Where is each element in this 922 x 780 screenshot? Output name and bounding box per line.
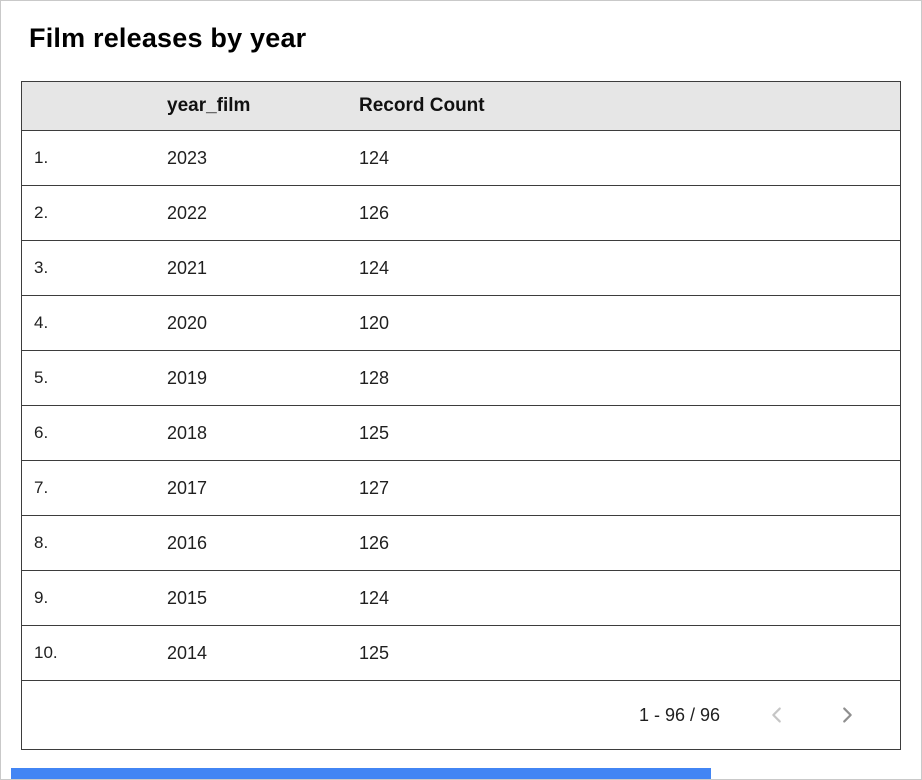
table-row: 3. 2021 124: [22, 240, 900, 296]
row-number: 5.: [22, 350, 167, 406]
table-row: 6. 2018 125: [22, 405, 900, 461]
table-row: 1. 2023 124: [22, 130, 900, 186]
cell-year: 2017: [167, 460, 359, 516]
cell-count: 128: [359, 350, 900, 406]
row-number: 4.: [22, 295, 167, 351]
chevron-left-icon: [766, 704, 788, 726]
cell-year: 2021: [167, 240, 359, 296]
prev-page-button[interactable]: [764, 702, 790, 728]
table-row: 7. 2017 127: [22, 460, 900, 516]
pagination-range-label: 1 - 96 / 96: [638, 704, 720, 725]
chevron-right-icon: [836, 704, 858, 726]
cell-year: 2022: [167, 185, 359, 241]
table-row: 5. 2019 128: [22, 350, 900, 406]
bottom-accent-bar: [11, 768, 711, 779]
cell-year: 2023: [167, 130, 359, 186]
data-table-frame: year_film Record Count 1. 2023 124 2. 20…: [21, 81, 901, 750]
data-table: year_film Record Count 1. 2023 124 2. 20…: [22, 82, 900, 681]
cell-year: 2015: [167, 570, 359, 626]
cell-count: 125: [359, 405, 900, 461]
cell-count: 124: [359, 240, 900, 296]
cell-count: 124: [359, 570, 900, 626]
row-number: 6.: [22, 405, 167, 461]
cell-count: 120: [359, 295, 900, 351]
row-number: 7.: [22, 460, 167, 516]
cell-year: 2020: [167, 295, 359, 351]
table-row: 4. 2020 120: [22, 295, 900, 351]
table-header-row: year_film Record Count: [22, 82, 900, 131]
table-row: 10. 2014 125: [22, 625, 900, 681]
row-number: 1.: [22, 130, 167, 186]
cell-count: 125: [359, 625, 900, 681]
header-row-number: [22, 82, 167, 131]
row-number: 3.: [22, 240, 167, 296]
row-number: 9.: [22, 570, 167, 626]
cell-year: 2014: [167, 625, 359, 681]
header-year-film[interactable]: year_film: [167, 82, 359, 131]
chart-title: Film releases by year: [29, 23, 307, 53]
row-number: 10.: [22, 625, 167, 681]
pagination-bar: 1 - 96 / 96: [22, 681, 900, 749]
header-record-count[interactable]: Record Count: [359, 82, 900, 131]
row-number: 8.: [22, 515, 167, 571]
row-number: 2.: [22, 185, 167, 241]
cell-count: 126: [359, 185, 900, 241]
cell-count: 126: [359, 515, 900, 571]
table-row: 8. 2016 126: [22, 515, 900, 571]
cell-year: 2018: [167, 405, 359, 461]
table-row: 2. 2022 126: [22, 185, 900, 241]
next-page-button[interactable]: [834, 702, 860, 728]
cell-year: 2019: [167, 350, 359, 406]
cell-count: 127: [359, 460, 900, 516]
table-row: 9. 2015 124: [22, 570, 900, 626]
cell-year: 2016: [167, 515, 359, 571]
cell-count: 124: [359, 130, 900, 186]
